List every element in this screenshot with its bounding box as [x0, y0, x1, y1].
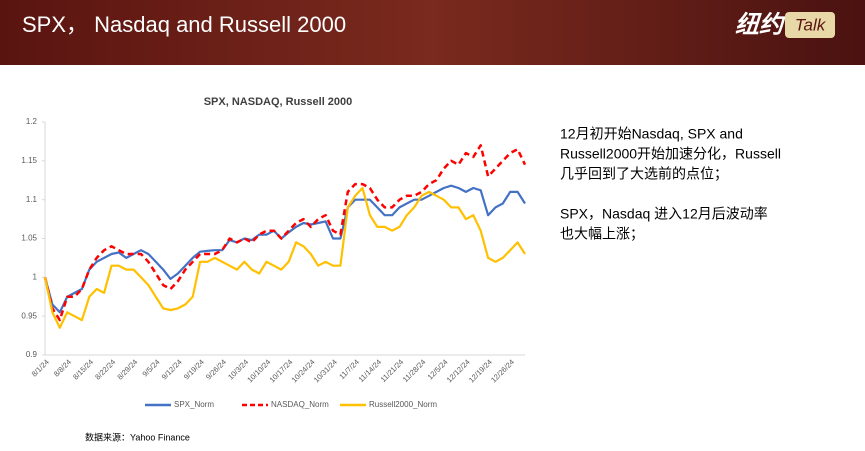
- legend-label: SPX_Norm: [174, 400, 214, 409]
- x-tick-label: 9/5/24: [140, 357, 161, 378]
- legend-label: NASDAQ_Norm: [271, 400, 329, 409]
- x-tick-label: 10/24/24: [290, 357, 317, 384]
- y-tick-label: 1.05: [21, 234, 37, 243]
- x-tick-label: 9/26/24: [204, 357, 228, 381]
- legend-label: Russell2000_Norm: [369, 400, 437, 409]
- y-tick-label: 1: [33, 272, 38, 281]
- x-tick-label: 8/8/24: [52, 357, 73, 378]
- commentary: 12月初开始Nasdaq, SPX and Russell2000开始加速分化，R…: [560, 126, 781, 243]
- y-tick-label: 1.15: [21, 156, 37, 165]
- header-band: [0, 0, 865, 65]
- slide-title: SPX， Nasdaq and Russell 2000: [22, 12, 346, 37]
- commentary-line: Russell2000开始加速分化，Russell: [560, 146, 781, 162]
- commentary-line: 12月初开始Nasdaq, SPX and: [560, 126, 743, 142]
- chart-title: SPX, NASDAQ, Russell 2000: [204, 96, 353, 108]
- x-tick-label: 10/10/24: [245, 357, 272, 384]
- y-tick-label: 0.95: [21, 311, 37, 320]
- x-tick-label: 9/12/24: [160, 357, 184, 381]
- x-tick-label: 11/21/24: [379, 357, 406, 384]
- x-tick-label: 8/15/24: [71, 357, 95, 381]
- chart: 0.9 0.95 1 1.05 1.1 1.15 1.2 8/1/24 8/8/248/15/2…: [21, 117, 527, 409]
- x-tick-label: 9/19/24: [182, 357, 206, 381]
- y-tick-label: 0.9: [26, 350, 38, 359]
- logo-badge: [785, 12, 835, 38]
- x-tick-label: 11/14/24: [357, 357, 384, 384]
- series-line: [43, 144, 527, 322]
- logo-en: Talk: [795, 15, 827, 34]
- x-tick-label: 10/31/24: [312, 357, 339, 384]
- commentary-line: SPX，Nasdaq 进入12月后波动率: [560, 206, 768, 222]
- source-note: 数据来源：Yahoo Finance: [85, 431, 190, 442]
- series-line: [43, 186, 526, 329]
- commentary-line: 几乎回到了大选前的点位；: [560, 166, 728, 183]
- x-tick-label: 12/19/24: [467, 357, 494, 384]
- commentary-line: 也大幅上涨；: [560, 226, 644, 243]
- x-tick-label: 8/22/24: [93, 357, 117, 381]
- y-tick-label: 1.1: [26, 195, 38, 204]
- x-tick-label: 8/1/24: [30, 357, 51, 378]
- logo-cn: 纽约: [735, 11, 786, 38]
- x-tick-label: 8/29/24: [115, 357, 139, 381]
- series-line: [43, 184, 526, 314]
- y-tick-label: 1.2: [26, 117, 38, 126]
- x-tick-label: 12/12/24: [445, 357, 472, 384]
- x-tick-label: 12/26/24: [489, 357, 516, 384]
- x-tick-label: 10/17/24: [267, 357, 294, 384]
- x-tick-label: 11/28/24: [401, 357, 428, 384]
